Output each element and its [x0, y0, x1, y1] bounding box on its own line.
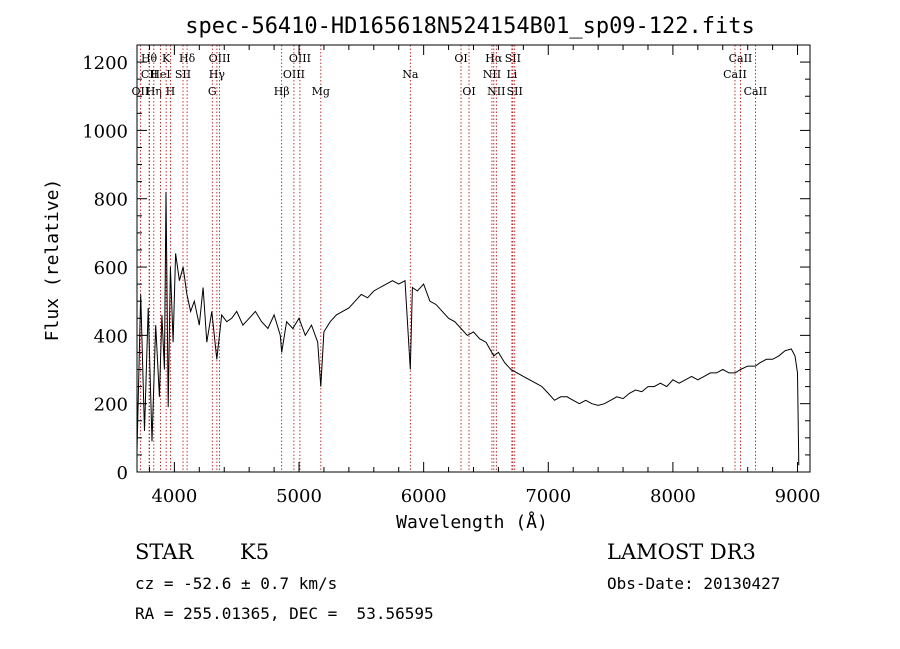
- line-marker-label: Mg: [312, 85, 330, 98]
- y-axis-label: Flux (relative): [42, 179, 63, 342]
- x-axis: 4000 5000 6000 7000 8000 9000: [148, 45, 821, 507]
- x-tick-label: 6000: [401, 486, 447, 507]
- line-marker-label: OIII: [209, 52, 231, 65]
- line-marker-label: OIII: [289, 52, 311, 65]
- line-marker-label: HeI: [150, 68, 170, 81]
- line-marker-label: Li: [506, 68, 517, 81]
- line-marker-label: OIII: [283, 68, 305, 81]
- y-tick-label: 1000: [82, 121, 128, 142]
- line-marker-label: SII: [507, 85, 523, 98]
- y-tick-label: 800: [94, 190, 128, 211]
- y-tick-label: 0: [117, 463, 128, 484]
- line-marker-label: Hγ: [209, 68, 226, 81]
- line-marker-label: Hβ: [274, 85, 290, 98]
- line-marker-label: G: [208, 85, 217, 98]
- survey-name: LAMOST DR3: [607, 540, 756, 564]
- coordinates: RA = 255.01365, DEC = 53.56595: [135, 604, 434, 623]
- chart-title: spec-56410-HD165618N524154B01_sp09-122.f…: [185, 14, 755, 39]
- line-marker-label: OII: [132, 85, 150, 98]
- x-tick-label: 4000: [151, 486, 197, 507]
- line-marker-label: OI: [454, 52, 467, 65]
- y-tick-label: 200: [94, 395, 128, 416]
- plot-frame: [136, 44, 811, 473]
- line-marker-label: Na: [402, 68, 419, 81]
- y-axis: 0 200 400 600 800 1000 1200: [82, 53, 810, 484]
- line-marker-label: Hη: [146, 85, 162, 98]
- y-tick-label: 1200: [82, 53, 128, 74]
- x-axis-label: Wavelength (Å): [396, 511, 548, 533]
- line-marker-label: OI: [462, 85, 475, 98]
- x-tick-label: 9000: [775, 486, 821, 507]
- object-class: STAR: [135, 540, 194, 564]
- line-marker-label: SII: [505, 52, 521, 65]
- obs-date: Obs-Date: 20130427: [607, 574, 781, 593]
- line-marker-label: Hα: [485, 52, 503, 65]
- line-marker-label: K: [162, 52, 171, 65]
- y-tick-label: 600: [94, 258, 128, 279]
- line-marker-label: H: [166, 85, 176, 98]
- object-subclass: K5: [240, 540, 270, 564]
- x-tick-label: 7000: [525, 486, 571, 507]
- line-marker-label: NII: [483, 68, 501, 81]
- line-marker-label: CaII: [744, 85, 768, 98]
- line-marker-label: CaII: [729, 52, 753, 65]
- line-marker-label: SII: [175, 68, 191, 81]
- line-marker-label: NII: [487, 85, 505, 98]
- line-marker-label: Hδ: [179, 52, 196, 65]
- line-marker-label: CaII: [723, 68, 747, 81]
- redshift-readout: cz = -52.6 ± 0.7 km/s: [135, 574, 338, 593]
- x-tick-label: 5000: [276, 486, 322, 507]
- flux-series-line: [136, 191, 800, 466]
- line-markers: HθCIIOIIHηHeIKHSIIHδGOIIIHγHβOIIIOIIIMgN…: [132, 45, 768, 472]
- x-tick-label: 8000: [650, 486, 696, 507]
- y-tick-label: 400: [94, 326, 128, 347]
